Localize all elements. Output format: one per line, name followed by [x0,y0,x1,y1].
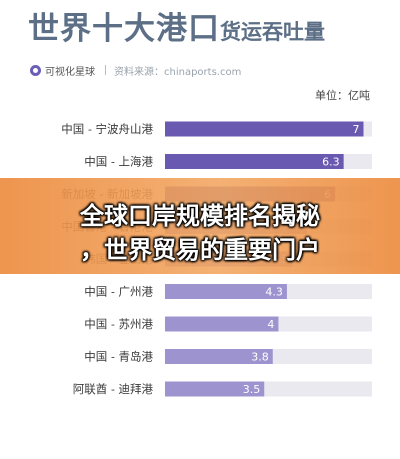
bar [165,154,344,169]
bar [165,121,364,137]
data-source: 资料来源：chinaports.com [114,66,242,78]
value-label: 4.3 [265,286,283,299]
value-label: 3.5 [243,383,261,396]
bar-row: 中国 - 宁波舟山港 7 [61,121,372,137]
bar-row: 中国 - 上海港 6.3 [84,154,372,169]
category-label: 中国 - 青岛港 [84,350,153,364]
category-label: 中国 - 上海港 [84,155,153,169]
bar-row: 中国 - 苏州港 4 [84,316,372,332]
bar-row: 阿联酋 - 迪拜港 3.5 [73,381,372,397]
headline-line-1: 全球口岸规模排名揭秘 [80,202,320,230]
value-label: 4 [267,318,274,331]
headline-banner [0,178,400,274]
brand-row: 可视化星球 资料来源：chinaports.com [30,63,242,78]
chart-title-sub: 货运吞吐量 [220,19,325,44]
chart-title: 世界十大港口货运吞吐量 [28,14,325,45]
bar-row: 中国 - 广州港 4.3 [84,284,372,299]
bar-row: 中国 - 青岛港 3.8 [84,349,372,364]
category-label: 中国 - 苏州港 [84,317,153,331]
unit-label: 单位：亿吨 [315,89,370,102]
category-label: 中国 - 广州港 [84,285,153,299]
category-label: 中国 - 宁波舟山港 [61,122,153,136]
bar [165,349,273,364]
category-label: 阿联酋 - 迪拜港 [73,382,154,396]
chart-title-main: 世界十大港口 [28,11,220,47]
bar [165,316,279,332]
divider [105,65,106,75]
bar [165,284,287,299]
bar [165,381,265,397]
value-label: 6.3 [322,156,340,169]
value-label: 3.8 [251,351,269,364]
value-label: 7 [352,123,359,136]
headline-line-2: ，世界贸易的重要门户 [80,236,320,264]
brand-name: 可视化星球 [45,66,95,78]
planet-logo-icon [30,64,41,76]
